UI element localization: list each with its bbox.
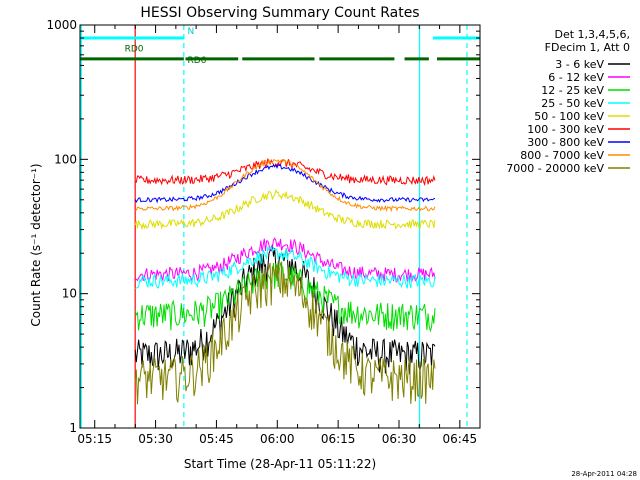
x-tick-label: 06:30 [382,432,417,446]
plot-frame [79,24,481,429]
state-label-n: N [188,27,195,37]
state-label-rd0: RD0 [125,44,144,54]
legend-label: 12 - 25 keV [541,84,604,97]
legend-label: 100 - 300 keV [527,123,604,136]
series-line-6 [134,163,436,204]
series-line-1 [134,237,436,284]
x-tick-label: 06:00 [260,432,295,446]
y-axis: 1 10 100 1000 [46,18,480,435]
series-line-8 [134,261,436,405]
legend-header: FDecim 1, Att 0 [545,41,630,54]
series-line-2 [134,262,436,333]
series-line-7 [135,158,436,213]
x-axis-label: Start Time (28-Apr-11 05:11:22) [184,457,376,471]
legend-label: 7000 - 20000 keV [506,162,604,175]
legend-label: 50 - 100 keV [534,110,604,123]
legend-label: 6 - 12 keV [548,71,604,84]
legend-label: 300 - 800 keV [527,136,604,149]
legend-header: Det 1,3,4,5,6, [554,28,630,41]
x-tick-label: 05:45 [199,432,234,446]
y-tick-label: 10 [62,287,77,301]
legend: Det 1,3,4,5,6,FDecim 1, Att 0 3 - 6 keV6 … [506,28,630,175]
plot-clip-group: N RD0 RD6 [80,25,480,428]
series-line-3 [135,245,436,289]
legend-label: 25 - 50 keV [541,97,604,110]
x-axis: 05:15 05:30 05:45 06:00 06:15 06:30 06:45 [77,25,477,446]
series-line-0 [134,244,436,375]
series-line-4 [134,189,436,231]
x-tick-label: 05:15 [77,432,112,446]
x-tick-label: 05:30 [138,432,173,446]
y-tick-label: 1000 [46,18,77,32]
x-tick-label: 06:45 [443,432,478,446]
chart-title: HESSI Observing Summary Count Rates [140,5,419,21]
legend-label: 800 - 7000 keV [520,149,604,162]
state-label-rd6: RD6 [188,56,207,66]
x-tick-label: 06:15 [321,432,356,446]
y-tick-label: 100 [54,152,77,166]
series-line-5 [134,157,436,187]
legend-label: 3 - 6 keV [555,58,604,71]
footer-timestamp: 28-Apr-2011 04:28 [571,470,637,478]
y-tick-label: 1 [69,421,77,435]
y-axis-label: Count Rate (s⁻¹ detector⁻¹) [29,163,43,326]
